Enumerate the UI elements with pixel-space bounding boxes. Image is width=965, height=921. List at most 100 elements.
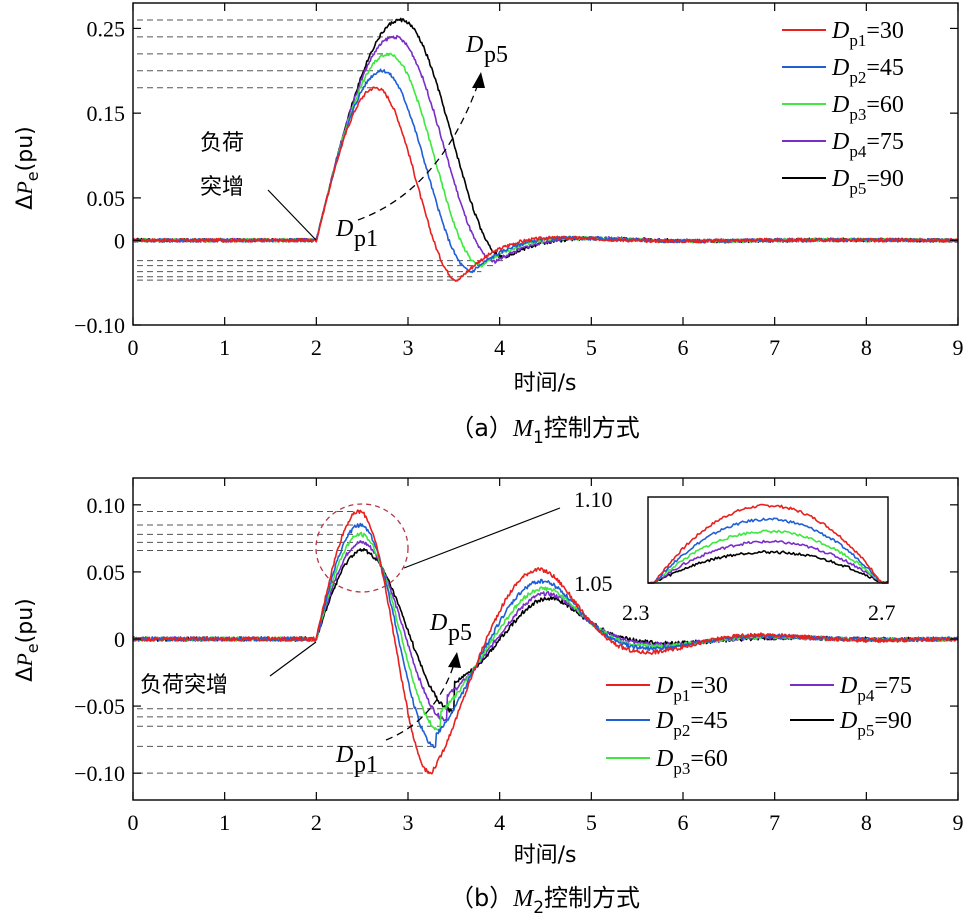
caption-a: （a）M1控制方式 [450,414,640,448]
caption-b: （b）M2控制方式 [450,884,640,918]
load-step-pointer [269,641,317,677]
legend-entry-p4: Dp4=75 [790,673,912,705]
y-axis-ticks: −0.10 0 0.05 0.15 0.25 [74,16,958,338]
legend-entry-p5: Dp5=90 [782,166,904,198]
dp-arrow-b [385,663,455,741]
legend: Dp1=30 Dp2=45 Dp3=60 Dp4=75 Dp5=90 [782,18,904,198]
inset-line-p2 [648,517,888,584]
plot-area-frame [132,2,959,326]
legend-label: Dp4=75 [839,673,912,705]
y-axis-title-a: ΔPe(pu) [12,126,42,209]
dp5-var: D [429,610,447,636]
series-lines [132,509,959,775]
legend-entry-p3: Dp3=60 [606,746,728,778]
x-tick-label: 0 [128,810,139,835]
load-step-label-line1: 负荷 [200,131,244,156]
x-axis-ticks: 0 1 2 3 4 5 6 7 8 9 [128,478,964,835]
y-tick-label: −0.10 [74,313,125,338]
zoom-connector [403,507,561,569]
y-title-var: P [12,653,37,667]
guide-lines [137,19,505,281]
x-tick-label: 4 [494,810,505,835]
x-tick-label: 8 [861,335,872,360]
load-step-label-line2: 突增 [200,175,244,200]
legend-entry-p2: Dp2=45 [782,55,904,87]
series-line-p3 [132,52,959,268]
inset-line-p3 [647,529,889,584]
x-tick-label: 5 [586,335,597,360]
legend-label: Dp4=75 [831,129,904,161]
x-tick-label: 7 [769,335,780,360]
x-tick-label: 6 [678,810,689,835]
caption-suffix: 控制方式 [544,884,640,912]
inset-line-p5 [647,549,889,584]
caption-suffix: 控制方式 [544,414,640,442]
y-tick-label: 0.05 [87,186,126,211]
x-tick-label: 7 [769,810,780,835]
x-tick-label: 9 [953,335,964,360]
x-tick-label: 2 [311,810,322,835]
inset-ytick-top: 1.10 [574,487,613,512]
y-title-delta: Δ [13,667,38,682]
dp5-sub: p5 [448,620,472,646]
dp5-annotation-b: D p5 [429,610,472,646]
dp-arrowhead-b [448,652,461,668]
legend-entry-p5: Dp5=90 [790,708,912,740]
x-tick-label: 1 [219,810,230,835]
inset-chart: 1.10 1.05 2.3 2.7 [574,487,896,625]
y-axis-ticks: −0.10 −0.05 0 0.05 0.10 [74,493,958,786]
y-tick-label: 0.25 [87,16,126,41]
y-tick-label: −0.05 [74,694,125,719]
dp5-annotation-a: D p5 [465,32,508,68]
y-tick-label: 0.10 [87,493,126,518]
chart-panel-b: 0 1 2 3 4 5 6 7 8 9 −0.10 −0.05 0 0.05 0.10 1.10 1.05… [12,477,964,918]
x-axis-title-b: 时间/s [514,843,577,868]
inset-series-lines [647,503,889,584]
legend-label: Dp1=30 [831,18,904,50]
series-lines [132,17,959,282]
x-tick-label: 5 [586,810,597,835]
caption-prefix: （b） [450,884,513,912]
svg-text:（a）M1控制方式: （a）M1控制方式 [450,414,640,448]
legend-label: Dp2=45 [655,708,728,740]
legend-entry-p2: Dp2=45 [606,708,728,740]
x-tick-label: 0 [128,335,139,360]
y-tick-label: −0.10 [74,761,125,786]
x-tick-label: 3 [403,810,414,835]
y-tick-label: 0.05 [87,560,126,585]
x-tick-label: 4 [494,335,505,360]
y-title-sub: e [23,171,42,181]
dp5-var: D [465,32,483,58]
inset-line-p4 [648,539,889,584]
dp1-annotation-a: D p1 [335,216,378,252]
caption-var: M [512,416,535,442]
dp1-annotation-b: D p1 [335,742,378,778]
load-step-label: 负荷突增 [140,673,228,698]
svg-text:ΔPe(pu): ΔPe(pu) [12,598,42,681]
y-axis-title-b: ΔPe(pu) [12,598,42,681]
dp1-var: D [335,742,353,768]
x-tick-label: 8 [861,810,872,835]
legend-entry-p1: Dp1=30 [782,18,904,50]
x-tick-label: 3 [403,335,414,360]
legend-label: Dp5=90 [831,166,904,198]
x-axis-title-a: 时间/s [514,371,577,396]
inset-ytick-bottom: 1.05 [574,571,613,596]
y-title-sub: e [23,643,42,653]
legend-label: Dp3=60 [655,746,728,778]
y-title-unit: (pu) [13,126,38,171]
legend-label: Dp1=30 [655,673,728,705]
y-title-unit: (pu) [13,598,38,643]
legend-entry-p3: Dp3=60 [782,92,904,124]
x-tick-label: 2 [311,335,322,360]
y-title-var: P [12,181,37,195]
legend-label: Dp2=45 [831,55,904,87]
y-tick-label: 0 [114,228,125,253]
y-tick-label: 0 [114,627,125,652]
dp-arrowhead-a [472,72,485,88]
inset-xtick-right: 2.7 [868,600,896,625]
x-tick-label: 6 [678,335,689,360]
x-axis-ticks: 0 1 2 3 4 5 6 7 8 9 [128,3,964,360]
